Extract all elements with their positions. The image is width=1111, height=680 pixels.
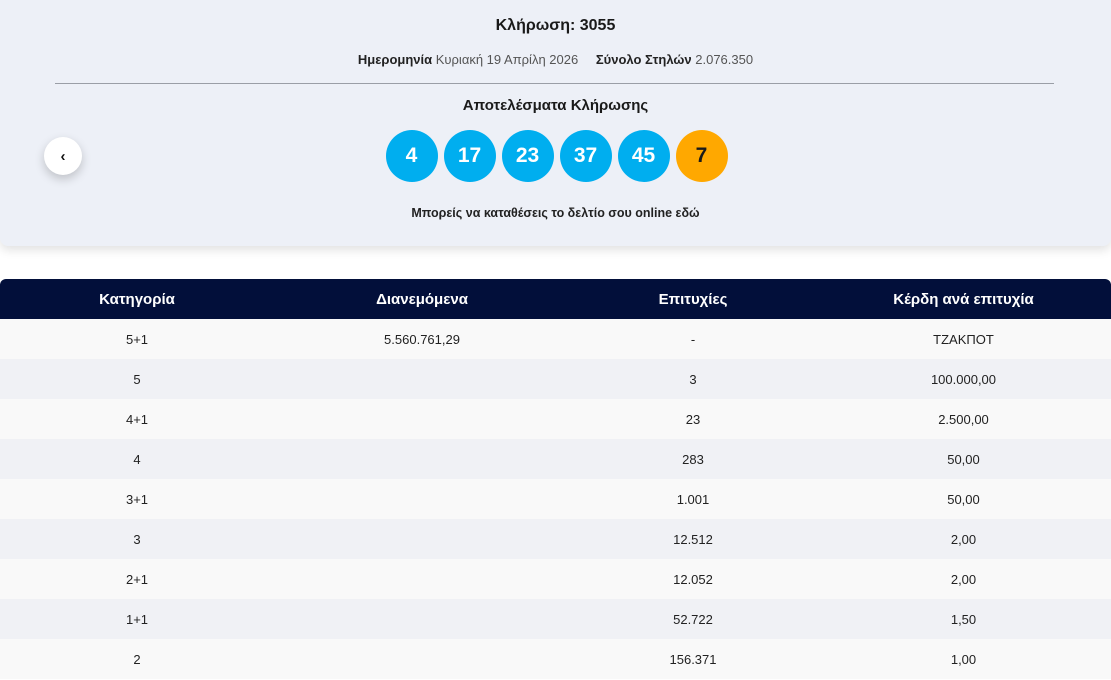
bonus-ball: 7: [675, 130, 728, 182]
cell-prize: 50,00: [947, 451, 980, 467]
cell-distributed: [274, 519, 570, 559]
cell-winners: 12.052: [673, 571, 713, 587]
cell-category: 2+1: [125, 571, 149, 587]
number-ball: 17: [443, 130, 496, 182]
cell-prize: ΤΖΑΚΠΟΤ: [933, 331, 994, 347]
cell-category: 5+1: [125, 331, 149, 347]
cell-category: 1+1: [125, 611, 149, 627]
header-distributed: Διανεμόμενα: [376, 290, 468, 308]
prize-table: Κατηγορία Διανεμόμενα Επιτυχίες Κέρδη αν…: [0, 279, 1111, 679]
table-row: 3+1 1.001 50,00: [0, 479, 1111, 519]
table-row: 2+1 12.052 2,00: [0, 559, 1111, 599]
table-row: 4+1 23 2.500,00: [0, 399, 1111, 439]
number-ball: 4: [385, 130, 438, 182]
draw-card: Κλήρωση: 3055 Ημερομηνία Κυριακή 19 Απρί…: [0, 0, 1111, 246]
table-row: 5+1 5.560.761,29 - ΤΖΑΚΠΟΤ: [0, 319, 1111, 359]
date-value: Κυριακή 19 Απρίλη 2026: [435, 52, 579, 67]
cell-winners: 1.001: [676, 491, 710, 507]
draw-meta: Ημερομηνία Κυριακή 19 Απρίλη 2026 Σύνολο…: [0, 52, 1111, 67]
online-ticket-link[interactable]: Μπορείς να καταθέσεις το δελτίο σου onli…: [411, 206, 700, 220]
table-row: 4 283 50,00: [0, 439, 1111, 479]
draw-title: Κλήρωση: 3055: [495, 17, 616, 34]
cell-winners: -: [690, 331, 696, 347]
cell-winners: 23: [685, 411, 701, 427]
cell-prize: 1,00: [950, 651, 977, 667]
table-header-row: Κατηγορία Διανεμόμενα Επιτυχίες Κέρδη αν…: [0, 279, 1111, 319]
cell-category: 3+1: [125, 491, 149, 507]
cell-prize: 2.500,00: [938, 411, 989, 427]
cell-distributed: [274, 479, 570, 519]
cell-winners: 283: [682, 451, 704, 467]
cell-winners: 12.512: [673, 531, 713, 547]
cell-prize: 2,00: [950, 571, 977, 587]
header-category: Κατηγορία: [99, 290, 175, 308]
results-title: Αποτελέσματα Κλήρωσης: [462, 97, 649, 114]
cell-category: 4: [133, 451, 141, 467]
table-row: 1+1 52.722 1,50: [0, 599, 1111, 639]
table-row: 3 12.512 2,00: [0, 519, 1111, 559]
cell-winners: 156.371: [669, 651, 717, 667]
cell-distributed: [274, 399, 570, 439]
cell-winners: 52.722: [673, 611, 713, 627]
number-ball: 45: [617, 130, 670, 182]
date-label: Ημερομηνία: [357, 52, 433, 67]
cell-prize: 100.000,00: [930, 371, 997, 387]
cell-category: 3: [133, 531, 141, 547]
cell-distributed: 5.560.761,29: [384, 331, 460, 347]
cell-prize: 1,50: [950, 611, 977, 627]
total-value: 2.076.350: [695, 52, 754, 67]
number-ball: 37: [559, 130, 612, 182]
cell-category: 2: [133, 651, 141, 667]
header-prize: Κέρδη ανά επιτυχία: [893, 290, 1034, 308]
cell-distributed: [274, 559, 570, 599]
cell-prize: 50,00: [947, 491, 980, 507]
cell-category: 4+1: [125, 411, 149, 427]
previous-draw-button[interactable]: ‹: [44, 137, 82, 175]
header-winners: Επιτυχίες: [658, 290, 728, 308]
cell-prize: 2,00: [950, 531, 977, 547]
cell-distributed: [274, 639, 570, 679]
cell-winners: 3: [689, 371, 697, 387]
table-row: 5 3 100.000,00: [0, 359, 1111, 399]
cell-distributed: [274, 359, 570, 399]
number-ball: 23: [501, 130, 554, 182]
cell-distributed: [274, 599, 570, 639]
winning-numbers: 4 17 23 37 45 7: [0, 130, 1111, 182]
table-row: 2 156.371 1,00: [0, 639, 1111, 679]
cell-category: 5: [133, 371, 141, 387]
chevron-left-icon: ‹: [60, 147, 66, 165]
total-label: Σύνολο Στηλών: [595, 52, 692, 67]
divider: [55, 83, 1054, 84]
cell-distributed: [274, 439, 570, 479]
